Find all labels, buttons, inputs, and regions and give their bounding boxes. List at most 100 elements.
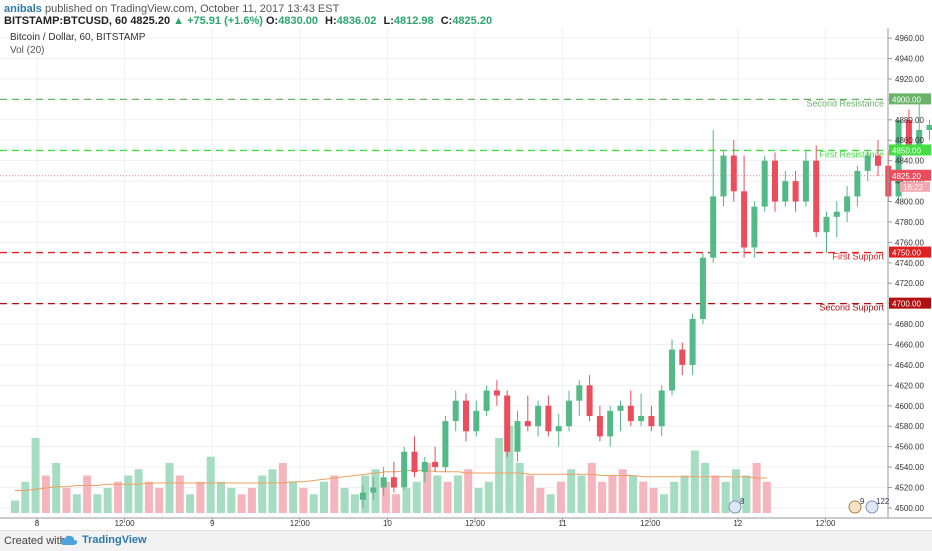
volume-bar bbox=[711, 476, 719, 514]
y-tick-label: 4720.00 bbox=[895, 279, 924, 288]
low-value: 4812.98 bbox=[394, 15, 434, 27]
close-value: 4825.20 bbox=[452, 15, 492, 27]
volume-bar bbox=[299, 488, 307, 513]
candle-body bbox=[782, 181, 788, 201]
candle-body bbox=[556, 426, 562, 431]
candle-body bbox=[741, 191, 747, 247]
x-tick-label: 12:00 bbox=[115, 519, 136, 528]
candle-body bbox=[659, 390, 665, 426]
candle-body bbox=[865, 156, 871, 171]
volume-bar bbox=[145, 482, 153, 513]
y-tick-label: 4960.00 bbox=[895, 34, 924, 43]
volume-bar bbox=[289, 482, 297, 513]
candle-body bbox=[813, 161, 819, 232]
low-label: L: bbox=[383, 15, 393, 27]
volume-bar bbox=[52, 463, 60, 513]
candle-body bbox=[473, 411, 479, 431]
volume-bar bbox=[32, 438, 40, 513]
candle-body bbox=[638, 416, 644, 421]
candle-body bbox=[679, 350, 685, 365]
volume-bar bbox=[413, 482, 421, 513]
volume-bar bbox=[238, 494, 246, 513]
volume-bar bbox=[124, 476, 132, 514]
y-tick-label: 4800.00 bbox=[895, 198, 924, 207]
level-label: First Support bbox=[832, 252, 884, 262]
volume-bar bbox=[63, 488, 71, 513]
badge-right-count-1: 9 bbox=[860, 497, 865, 506]
volume-bar bbox=[227, 488, 235, 513]
volume-bar bbox=[475, 488, 483, 513]
symbol-label[interactable]: BITSTAMP:BTCUSD, 60 bbox=[4, 15, 127, 27]
volume-bar bbox=[753, 463, 761, 513]
volume-bar bbox=[310, 494, 318, 513]
ohlc-line: BITSTAMP:BTCUSD, 60 4825.20 ▲ +75.91 (+1… bbox=[4, 15, 496, 27]
candle-body bbox=[844, 196, 850, 211]
candle-body bbox=[854, 171, 860, 197]
volume-bar bbox=[516, 463, 524, 513]
candle-body bbox=[391, 477, 397, 487]
candle-body bbox=[824, 217, 830, 232]
volume-bar bbox=[485, 482, 493, 513]
candle-body bbox=[360, 493, 366, 500]
y-tick-label: 4740.00 bbox=[895, 259, 924, 268]
volume-bar bbox=[73, 494, 81, 513]
y-tick-label: 4780.00 bbox=[895, 218, 924, 227]
volume-bar bbox=[433, 476, 441, 514]
volume-bar bbox=[196, 482, 204, 513]
candle-body bbox=[927, 125, 932, 130]
volume-bar bbox=[320, 482, 328, 513]
candle-body bbox=[442, 421, 448, 467]
y-tick-label: 4760.00 bbox=[895, 238, 924, 247]
volume-bar bbox=[217, 482, 225, 513]
volume-bar bbox=[464, 469, 472, 513]
level-tag-text: 4850.00 bbox=[892, 146, 921, 155]
x-tick-label: 12 bbox=[733, 519, 742, 528]
x-tick-label: 10 bbox=[383, 519, 392, 528]
volume-bar bbox=[578, 476, 586, 514]
volume-bar bbox=[166, 463, 174, 513]
candle-body bbox=[422, 462, 428, 472]
volume-bar bbox=[258, 476, 266, 514]
candle-body bbox=[690, 319, 696, 365]
y-tick-label: 4680.00 bbox=[895, 320, 924, 329]
candle-body bbox=[535, 406, 541, 426]
volume-bar bbox=[207, 457, 215, 513]
tradingview-link[interactable]: TradingView bbox=[82, 534, 147, 546]
level-label: Second Support bbox=[819, 303, 884, 313]
level-label: Second Resistance bbox=[806, 98, 884, 108]
candle-body bbox=[494, 390, 500, 395]
y-tick-label: 4640.00 bbox=[895, 361, 924, 370]
x-tick-label: 12:00 bbox=[815, 519, 836, 528]
candle-body bbox=[515, 421, 521, 452]
volume-bar bbox=[402, 488, 410, 513]
volume-bar bbox=[114, 482, 122, 513]
volume-bar bbox=[650, 488, 658, 513]
candle-body bbox=[618, 406, 624, 411]
open-label: O: bbox=[266, 15, 278, 27]
y-tick-label: 4600.00 bbox=[895, 402, 924, 411]
volume-bar bbox=[526, 476, 534, 514]
candle-body bbox=[463, 401, 469, 432]
candle-body bbox=[597, 416, 603, 436]
candle-body bbox=[566, 401, 572, 427]
volume-bar bbox=[681, 476, 689, 514]
candle-body bbox=[834, 212, 840, 217]
x-tick-label: 9 bbox=[210, 519, 215, 528]
badge-left-count: 8 bbox=[740, 497, 745, 506]
candle-body bbox=[576, 385, 582, 400]
volume-bar bbox=[670, 482, 678, 513]
candle-body bbox=[875, 156, 881, 166]
volume-bar bbox=[547, 494, 555, 513]
volume-bar bbox=[639, 482, 647, 513]
volume-bar bbox=[135, 469, 143, 513]
high-value: 4836.02 bbox=[337, 15, 377, 27]
volume-bar bbox=[608, 476, 616, 514]
countdown-tag-text: 16:22 bbox=[903, 183, 924, 192]
x-tick-label: 8 bbox=[35, 519, 40, 528]
volume-bar bbox=[21, 482, 29, 513]
candle-body bbox=[370, 487, 376, 492]
author-link[interactable]: anibals bbox=[4, 3, 42, 15]
